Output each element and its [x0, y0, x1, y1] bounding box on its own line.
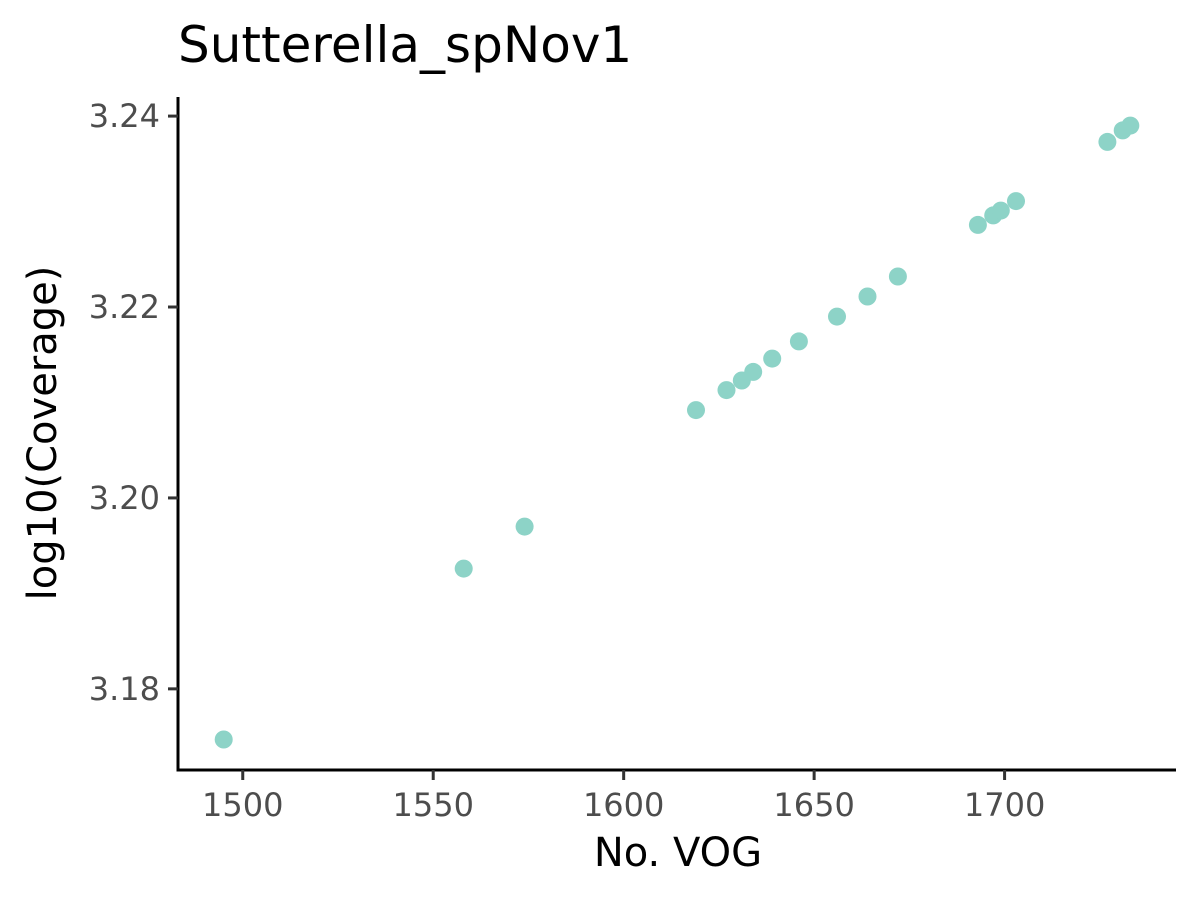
data-point: [828, 307, 846, 326]
x-tick-label: 1700: [964, 786, 1045, 824]
points-layer: [214, 116, 1140, 749]
y-ticks: 3.18 3.20 3.22 3.24: [89, 97, 178, 708]
data-point: [717, 381, 736, 400]
y-tick-label: 3.20: [89, 479, 160, 517]
data-point: [687, 401, 705, 420]
x-tick-label: 1500: [202, 786, 283, 824]
data-point: [968, 215, 987, 234]
data-point: [1121, 116, 1140, 135]
x-tick-label: 1550: [392, 786, 473, 824]
data-point: [789, 332, 808, 351]
data-point: [1098, 132, 1117, 151]
data-point: [454, 559, 473, 578]
data-point: [991, 201, 1010, 220]
y-tick-label: 3.24: [89, 97, 160, 135]
x-tick-label: 1650: [773, 786, 854, 824]
chart-title: Sutterella_spNov1: [178, 16, 632, 74]
y-axis-title: log10(Coverage): [20, 266, 66, 601]
y-tick-label: 3.22: [89, 288, 160, 326]
x-axis-title: No. VOG: [594, 830, 762, 876]
data-point: [763, 349, 782, 368]
data-point: [888, 267, 907, 286]
data-point: [515, 517, 534, 536]
data-point: [744, 362, 763, 381]
x-ticks: 1500 1550 1600 1650 1700: [202, 770, 1045, 824]
data-point: [1007, 192, 1025, 211]
x-tick-label: 1600: [583, 786, 664, 824]
data-point: [858, 287, 877, 306]
y-tick-label: 3.18: [89, 670, 160, 708]
data-point: [214, 730, 233, 749]
axes-layer: [176, 97, 1176, 772]
